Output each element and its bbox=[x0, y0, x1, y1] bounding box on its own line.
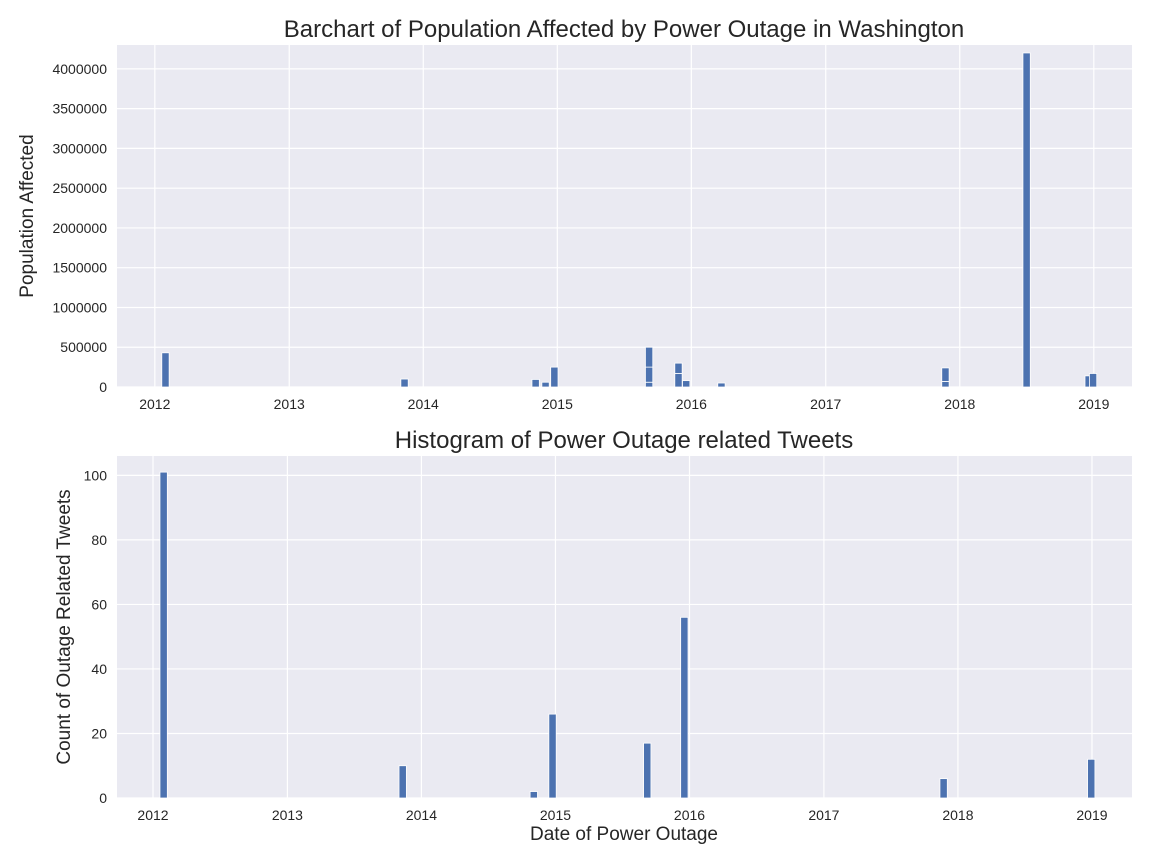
bar bbox=[1087, 758, 1096, 799]
bar bbox=[941, 367, 950, 382]
y-tick-label: 20 bbox=[91, 725, 107, 741]
bar bbox=[645, 366, 654, 383]
bar bbox=[645, 346, 654, 368]
x-tick-label: 2015 bbox=[542, 396, 573, 412]
bar bbox=[941, 381, 950, 388]
population-chart-title: Barchart of Population Affected by Power… bbox=[284, 16, 964, 43]
tweets-y-axis-label: Count of Outage Related Tweets bbox=[54, 489, 75, 764]
y-tick-label: 0 bbox=[99, 379, 107, 395]
x-tick-label: 2018 bbox=[942, 807, 973, 823]
bar bbox=[400, 378, 409, 388]
y-tick-label: 3500000 bbox=[52, 101, 107, 117]
bar bbox=[531, 379, 540, 388]
tweets-chart: Histogram of Power Outage related Tweets… bbox=[54, 427, 1132, 845]
population-y-axis-label: Population Affected bbox=[17, 134, 38, 297]
y-tick-label: 4000000 bbox=[52, 61, 107, 77]
y-tick-label: 500000 bbox=[60, 339, 107, 355]
x-tick-label: 2019 bbox=[1078, 396, 1109, 412]
population-chart: Barchart of Population Affected by Power… bbox=[17, 16, 1132, 412]
tweets-plot-area bbox=[117, 456, 1132, 798]
tweets-bars bbox=[159, 471, 1096, 799]
tweets-chart-title: Histogram of Power Outage related Tweets bbox=[395, 427, 853, 454]
x-tick-label: 2013 bbox=[274, 396, 305, 412]
x-tick-label: 2018 bbox=[944, 396, 975, 412]
y-tick-label: 80 bbox=[91, 532, 107, 548]
x-tick-label: 2016 bbox=[676, 396, 707, 412]
population-bars bbox=[161, 52, 1098, 388]
bar bbox=[550, 366, 559, 388]
x-tick-label: 2014 bbox=[406, 807, 437, 823]
y-tick-label: 2000000 bbox=[52, 220, 107, 236]
x-tick-label: 2017 bbox=[810, 396, 841, 412]
bar bbox=[674, 373, 683, 388]
x-tick-label: 2012 bbox=[139, 396, 170, 412]
x-tick-label: 2016 bbox=[674, 807, 705, 823]
bar bbox=[717, 382, 726, 388]
bar bbox=[645, 381, 654, 388]
population-grid bbox=[117, 45, 1132, 388]
x-tick-label: 2014 bbox=[408, 396, 439, 412]
y-tick-label: 60 bbox=[91, 596, 107, 612]
y-tick-label: 40 bbox=[91, 661, 107, 677]
bar bbox=[643, 742, 652, 799]
bar bbox=[159, 471, 168, 799]
bar bbox=[161, 352, 170, 388]
bar bbox=[1089, 373, 1098, 388]
x-tick-label: 2012 bbox=[137, 807, 168, 823]
bar bbox=[541, 381, 550, 388]
tweets-x-axis-label: Date of Power Outage bbox=[530, 824, 718, 845]
y-tick-label: 1000000 bbox=[52, 299, 107, 315]
bar bbox=[674, 362, 683, 374]
tweets-x-ticks: 2012 2013 2014 2015 2016 2017 2018 2019 bbox=[137, 807, 1107, 823]
y-tick-label: 1500000 bbox=[52, 260, 107, 276]
bar bbox=[682, 380, 691, 388]
bar bbox=[548, 713, 557, 799]
tweets-grid bbox=[117, 456, 1132, 799]
y-tick-label: 2500000 bbox=[52, 180, 107, 196]
y-tick-label: 100 bbox=[84, 467, 108, 483]
population-x-ticks: 2012 2013 2014 2015 2016 2017 2018 2019 bbox=[139, 396, 1109, 412]
y-tick-label: 0 bbox=[99, 790, 107, 806]
bar bbox=[1022, 52, 1031, 388]
bar bbox=[939, 778, 948, 799]
bar bbox=[680, 616, 689, 799]
population-y-ticks: 0 500000 1000000 1500000 2000000 2500000 30000… bbox=[52, 61, 107, 395]
x-tick-label: 2015 bbox=[540, 807, 571, 823]
population-plot-area bbox=[117, 45, 1132, 387]
x-tick-label: 2017 bbox=[808, 807, 839, 823]
bar bbox=[398, 765, 407, 799]
bar bbox=[529, 791, 538, 799]
x-tick-label: 2019 bbox=[1076, 807, 1107, 823]
x-tick-label: 2013 bbox=[272, 807, 303, 823]
tweets-y-ticks: 0 20 40 60 80 100 bbox=[84, 467, 108, 806]
y-tick-label: 3000000 bbox=[52, 140, 107, 156]
